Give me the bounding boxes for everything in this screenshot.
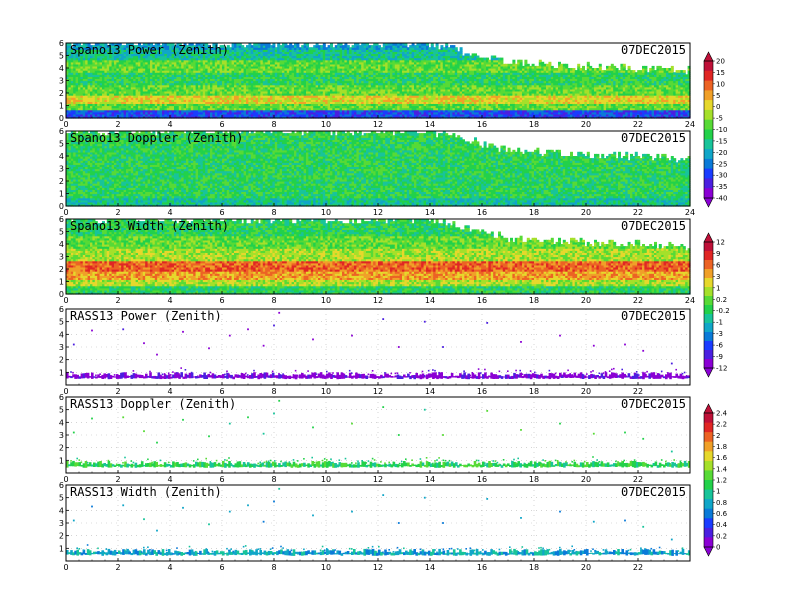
panel-1: 0 2 4 6 8 10 12 14 16 18 20 22 240123456 Spano13 Powe… [59,39,695,129]
